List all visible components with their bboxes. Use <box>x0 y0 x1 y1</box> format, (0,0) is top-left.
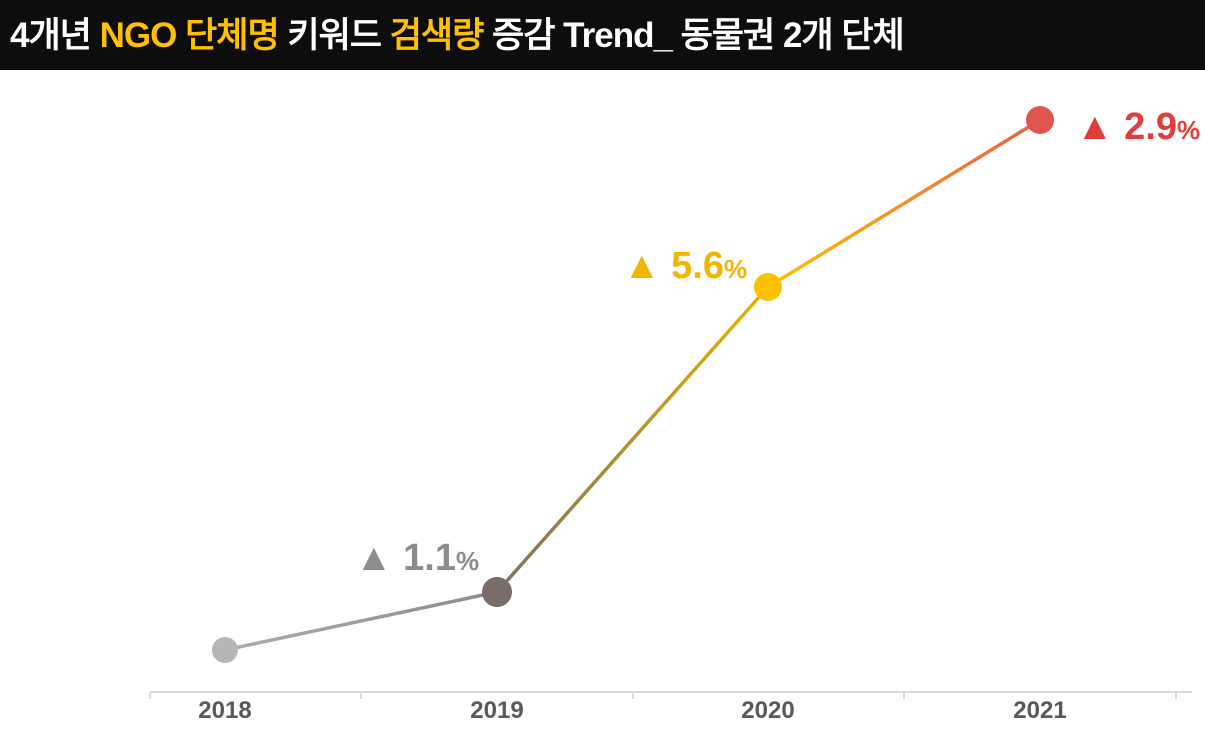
x-axis-label-2021: 2021 <box>1013 697 1066 724</box>
chart-area: 2018 2019 2020 2021 ▲ 1.1% ▲ 5.6% ▲ 2.9% <box>0 70 1205 735</box>
title-part: NGO 단체명 <box>99 15 288 55</box>
title-part: 키워드 <box>287 15 390 55</box>
title-part: 4개년 <box>10 15 100 55</box>
data-point-2020 <box>754 273 782 301</box>
trend-segment <box>223 590 499 652</box>
change-annotation-2020: ▲ 5.6% <box>623 245 747 287</box>
page-title: 4개년 NGO 단체명 키워드 검색량 증감 Trend_ 동물권 2개 단체 <box>10 15 905 55</box>
x-axis-label-2019: 2019 <box>470 697 523 724</box>
data-point-2019 <box>482 577 512 607</box>
data-point-2018 <box>212 637 238 663</box>
change-annotation-2019: ▲ 1.1% <box>355 537 479 579</box>
title-part: 증감 Trend_ 동물권 2개 단체 <box>492 15 905 55</box>
change-annotation-2021: ▲ 2.9% <box>1076 106 1200 148</box>
title-part: 검색량 <box>389 15 493 55</box>
title-bar: 4개년 NGO 단체명 키워드 검색량 증감 Trend_ 동물권 2개 단체 <box>0 0 1205 70</box>
trend-line-chart: 2018 2019 2020 2021 ▲ 1.1% ▲ 5.6% ▲ 2.9% <box>149 106 1200 724</box>
trend-segment <box>766 118 1042 289</box>
x-axis-label-2020: 2020 <box>741 697 794 724</box>
x-axis-label-2018: 2018 <box>198 697 251 724</box>
trend-segment <box>495 285 770 594</box>
data-point-2021 <box>1026 106 1054 134</box>
